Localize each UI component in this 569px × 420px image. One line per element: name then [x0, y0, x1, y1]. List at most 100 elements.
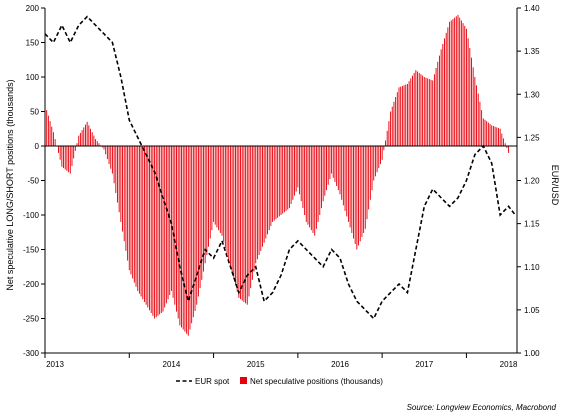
bar-net-positions [385, 140, 386, 146]
right-tick-label: 1.35 [524, 47, 540, 56]
left-tick-label: 150 [26, 39, 40, 48]
bar-net-positions [497, 128, 499, 146]
bar-net-positions [393, 101, 395, 146]
bar-net-positions [123, 146, 125, 242]
bar-net-positions [467, 38, 469, 146]
bar-net-positions [272, 146, 274, 222]
bar-net-positions [363, 146, 365, 233]
bar-net-positions [412, 75, 413, 146]
bar-net-positions [462, 23, 464, 146]
bar-net-positions [240, 146, 242, 300]
bar-net-positions [477, 93, 479, 146]
bar-net-positions [373, 146, 375, 181]
source-note: Source: Longview Economics, Macrobond [407, 403, 557, 412]
bar-net-positions [103, 146, 105, 150]
bar-net-positions [187, 146, 189, 336]
bar-net-positions [354, 146, 356, 244]
bar-net-positions [356, 146, 358, 250]
bar-net-positions [452, 19, 454, 146]
bar-net-positions [403, 85, 405, 146]
right-tick-label: 1.05 [524, 306, 540, 315]
bar-net-positions [213, 146, 215, 222]
bar-net-positions [361, 146, 363, 238]
bar-net-positions [236, 146, 238, 292]
bar-net-positions [106, 146, 108, 160]
bar-net-positions [140, 146, 142, 297]
legend-net-positions-swatch [240, 377, 247, 384]
bar-net-positions [142, 146, 144, 300]
right-tick-label: 1.25 [524, 133, 540, 142]
bar-net-positions [351, 146, 353, 233]
bar-net-positions [47, 115, 49, 146]
bar-net-positions [176, 146, 177, 312]
bar-net-positions [433, 74, 435, 146]
bar-net-positions [476, 85, 478, 146]
bar-net-positions [253, 146, 255, 272]
bar-net-positions [294, 146, 295, 196]
bar-net-positions [74, 146, 76, 151]
bar-net-positions [113, 146, 115, 184]
bar-net-positions [396, 92, 398, 146]
bar-net-positions [406, 83, 408, 146]
bar-net-positions [413, 72, 415, 146]
right-tick-label: 1.40 [524, 4, 540, 13]
bar-net-positions [49, 121, 51, 146]
bar-net-positions [189, 146, 191, 330]
bar-net-positions [267, 146, 268, 235]
bar-net-positions [192, 146, 194, 318]
bar-net-positions [111, 146, 113, 174]
bar-net-positions [374, 146, 376, 177]
bars-series [44, 14, 510, 336]
bar-net-positions [275, 146, 277, 220]
bar-net-positions [479, 101, 481, 146]
bar-net-positions [164, 146, 166, 308]
bar-net-positions [64, 146, 66, 170]
bar-net-positions [162, 146, 164, 312]
bar-net-positions [160, 146, 162, 313]
bar-net-positions [167, 146, 169, 300]
bar-net-positions [295, 146, 297, 192]
bar-net-positions [339, 146, 341, 195]
bar-net-positions [191, 146, 193, 324]
left-tick-label: 200 [26, 4, 40, 13]
bar-net-positions [258, 146, 260, 256]
bar-net-positions [63, 146, 65, 169]
bar-net-positions [278, 146, 280, 217]
legend: EUR spot Net speculative positions (thou… [176, 377, 383, 386]
bar-net-positions [127, 146, 129, 261]
bar-net-positions [415, 70, 417, 146]
left-tick-label: 0 [35, 142, 40, 151]
bar-net-positions [137, 146, 139, 291]
bar-net-positions [315, 146, 317, 229]
bar-net-positions [487, 122, 489, 146]
bar-net-positions [332, 146, 334, 178]
bar-net-positions [93, 135, 95, 146]
bar-net-positions [248, 146, 250, 297]
bar-net-positions [229, 146, 231, 267]
bar-net-positions [130, 146, 132, 275]
bar-net-positions [420, 74, 422, 146]
bar-net-positions [186, 146, 188, 334]
bar-net-positions [243, 146, 245, 302]
bar-net-positions [494, 126, 496, 146]
bar-net-positions [326, 146, 327, 191]
bar-net-positions [86, 121, 88, 146]
bar-net-positions [329, 146, 331, 180]
bar-net-positions [314, 146, 316, 236]
bar-net-positions [347, 146, 349, 222]
bar-net-positions [88, 125, 90, 146]
bar-net-positions [336, 146, 338, 187]
bar-net-positions [342, 146, 344, 206]
bar-net-positions [381, 146, 383, 160]
bar-net-positions [368, 146, 370, 210]
bar-net-positions [184, 146, 186, 332]
bar-net-positions [108, 146, 110, 164]
bar-net-positions [474, 77, 476, 146]
legend-net-positions-label: Net speculative positions (thousands) [250, 377, 383, 386]
bar-net-positions [216, 146, 218, 228]
bar-net-positions [450, 20, 452, 147]
bar-net-positions [81, 130, 83, 146]
bar-net-positions [154, 146, 156, 319]
bar-net-positions [492, 125, 494, 146]
bar-net-positions [366, 146, 368, 220]
